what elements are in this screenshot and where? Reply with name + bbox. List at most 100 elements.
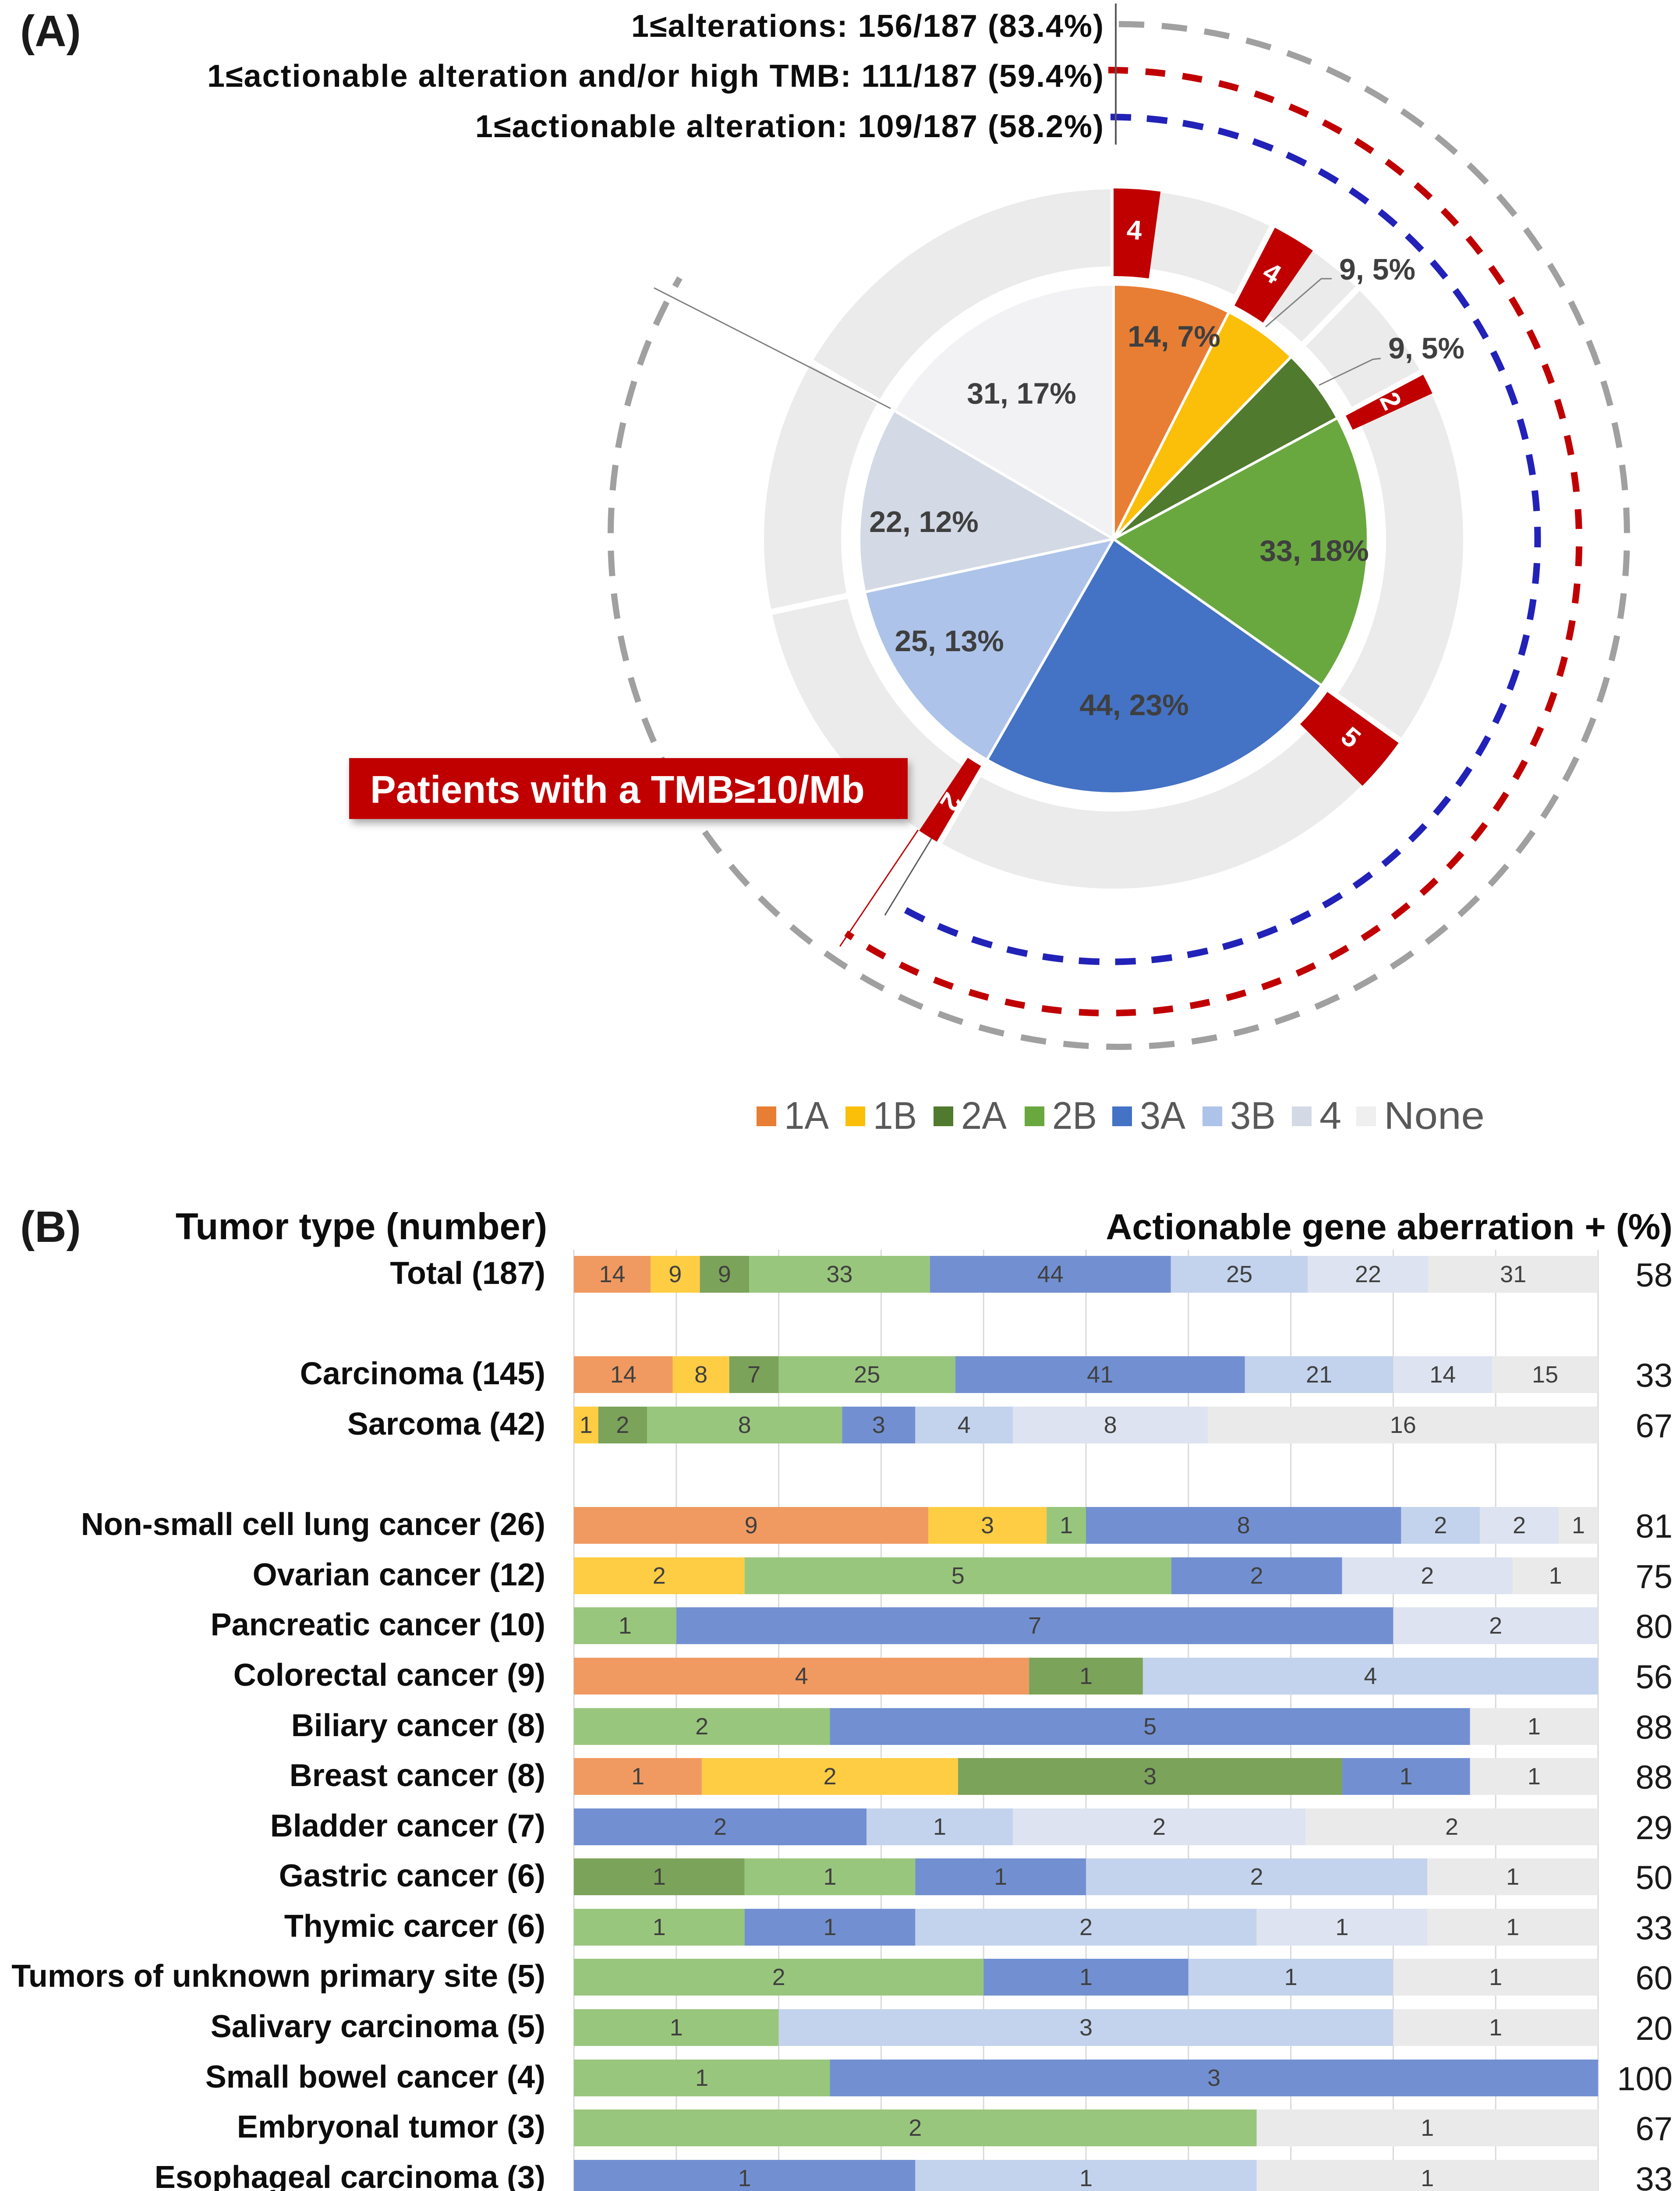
svg-text:Tumors of unknown primary site: Tumors of unknown primary site (5) [11,1959,545,1994]
svg-text:33: 33 [1635,1357,1673,1394]
svg-text:67: 67 [1635,2110,1673,2148]
svg-text:Salivary carcinoma (5): Salivary carcinoma (5) [211,2009,545,2044]
svg-text:33, 18%: 33, 18% [1259,534,1369,567]
svg-text:3: 3 [872,1412,885,1438]
svg-text:3: 3 [1079,2014,1093,2041]
svg-text:15: 15 [1532,1361,1558,1388]
svg-text:1: 1 [1421,2115,1434,2141]
svg-text:2: 2 [1489,1613,1502,1639]
svg-text:88: 88 [1635,1759,1673,1796]
svg-text:100: 100 [1617,2060,1673,2098]
svg-text:50: 50 [1635,1859,1673,1897]
svg-text:31: 31 [1500,1261,1526,1287]
svg-text:1: 1 [619,1613,632,1639]
svg-text:1: 1 [1079,1964,1093,1990]
svg-text:(B): (B) [20,1202,81,1251]
svg-text:14: 14 [599,1261,625,1287]
svg-text:1: 1 [1489,1964,1502,1990]
svg-text:1: 1 [1489,2014,1502,2041]
svg-text:1≤alterations: 156/187 (83.4%): 1≤alterations: 156/187 (83.4%) [631,9,1104,44]
svg-text:Ovarian cancer (12): Ovarian cancer (12) [253,1557,545,1592]
svg-text:1: 1 [580,1412,593,1438]
svg-text:21: 21 [1306,1361,1332,1388]
svg-text:1: 1 [738,2165,751,2191]
svg-text:14: 14 [610,1361,637,1388]
svg-text:44, 23%: 44, 23% [1079,688,1189,722]
svg-text:1: 1 [1506,1864,1519,1890]
svg-text:3A: 3A [1140,1094,1185,1137]
svg-text:8: 8 [738,1412,751,1438]
svg-text:1: 1 [1335,1914,1348,1940]
svg-text:1A: 1A [784,1094,829,1137]
svg-text:33: 33 [1635,1910,1673,1947]
svg-text:1≤actionable alteration and/or: 1≤actionable alteration and/or high TMB:… [207,59,1104,94]
svg-text:2: 2 [1153,1814,1166,1840]
svg-text:None: None [1384,1094,1485,1137]
svg-text:33: 33 [826,1261,852,1287]
svg-text:1: 1 [1572,1512,1585,1539]
svg-text:1: 1 [1284,1964,1298,1990]
svg-text:1B: 1B [873,1094,917,1137]
svg-text:1: 1 [823,1864,836,1890]
svg-text:2: 2 [714,1814,727,1840]
svg-text:88: 88 [1635,1709,1673,1746]
svg-text:1: 1 [1079,1663,1093,1689]
svg-text:Thymic carcer (6): Thymic carcer (6) [284,1909,545,1944]
svg-text:22, 12%: 22, 12% [869,505,979,539]
svg-text:58: 58 [1635,1257,1673,1294]
svg-text:Gastric cancer (6): Gastric cancer (6) [279,1858,545,1893]
svg-text:25, 13%: 25, 13% [895,624,1004,658]
svg-text:33: 33 [1635,2161,1673,2191]
svg-text:Pancreatic cancer (10): Pancreatic cancer (10) [211,1607,545,1642]
svg-text:8: 8 [694,1361,707,1388]
svg-text:Total (187): Total (187) [390,1256,545,1291]
svg-text:2: 2 [695,1713,708,1740]
svg-text:2: 2 [1434,1512,1447,1539]
svg-text:Tumor type (number): Tumor type (number) [176,1206,547,1248]
svg-text:3: 3 [1143,1763,1157,1790]
svg-text:4: 4 [1319,1094,1341,1137]
svg-text:2: 2 [1421,1563,1434,1589]
svg-text:9: 9 [718,1261,731,1287]
svg-text:Actionable gene aberration + (: Actionable gene aberration + (%) [1106,1206,1673,1247]
svg-text:1: 1 [1421,2165,1434,2191]
svg-text:1: 1 [994,1864,1007,1890]
svg-text:41: 41 [1087,1361,1113,1388]
svg-text:1: 1 [933,1814,946,1840]
svg-text:4: 4 [958,1412,971,1438]
svg-text:9: 9 [668,1261,682,1287]
svg-text:56: 56 [1635,1659,1673,1696]
svg-text:7: 7 [747,1361,760,1388]
svg-text:Small bowel cancer (4): Small bowel cancer (4) [205,2060,545,2095]
svg-text:8: 8 [1237,1512,1250,1539]
svg-text:Breast cancer (8): Breast cancer (8) [290,1758,545,1793]
svg-text:(A): (A) [20,7,81,56]
svg-text:2: 2 [1079,1914,1093,1940]
svg-text:2B: 2B [1052,1094,1097,1137]
svg-text:25: 25 [1226,1261,1252,1287]
svg-text:9, 5%: 9, 5% [1339,253,1415,286]
svg-text:1: 1 [1079,2165,1093,2191]
svg-text:2: 2 [1250,1563,1263,1589]
svg-text:20: 20 [1635,2010,1673,2047]
svg-text:4: 4 [795,1663,808,1689]
svg-text:80: 80 [1635,1608,1673,1645]
svg-text:2A: 2A [961,1094,1007,1137]
svg-text:Bladder cancer (7): Bladder cancer (7) [270,1808,545,1844]
svg-text:5: 5 [1143,1713,1157,1740]
svg-text:14: 14 [1429,1361,1456,1388]
svg-text:1: 1 [1528,1713,1541,1740]
svg-text:Colorectal cancer (9): Colorectal cancer (9) [233,1658,545,1693]
svg-text:3: 3 [981,1512,994,1539]
svg-text:1: 1 [1400,1763,1413,1790]
svg-text:16: 16 [1390,1412,1416,1438]
svg-text:4: 4 [1126,215,1143,246]
svg-text:3: 3 [1207,2065,1220,2091]
svg-text:7: 7 [1028,1613,1041,1639]
svg-text:31, 17%: 31, 17% [967,377,1076,410]
svg-text:1: 1 [1549,1563,1562,1589]
svg-text:Embryonal tumor (3): Embryonal tumor (3) [237,2109,545,2145]
svg-text:1: 1 [670,2014,683,2041]
svg-text:Esophageal carcinoma (3): Esophageal carcinoma (3) [155,2160,545,2191]
svg-text:14, 7%: 14, 7% [1128,320,1220,353]
